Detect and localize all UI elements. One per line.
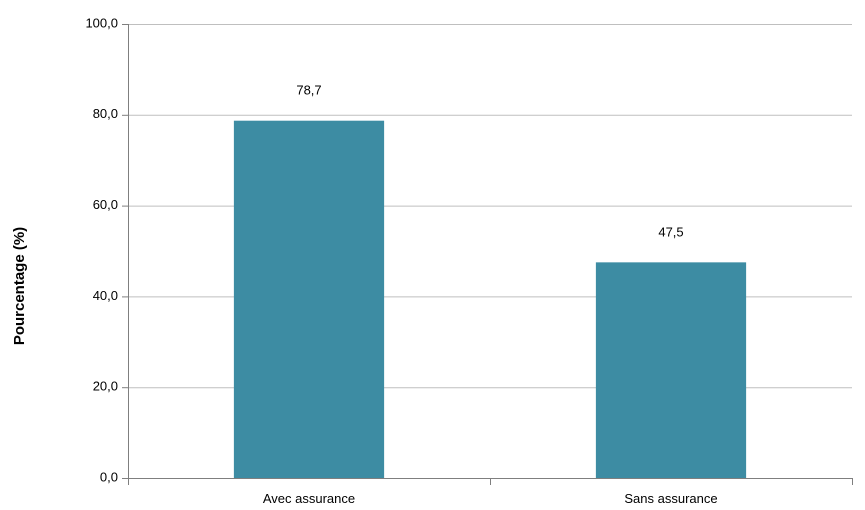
- x-tick-label: Sans assurance: [624, 491, 717, 506]
- y-tick-label: 80,0: [93, 106, 118, 121]
- tick-labels: 0,0 20,0 40,0 60,0 80,0 100,0 Avec assurance Sa…: [85, 15, 853, 506]
- y-tick-label: 20,0: [93, 379, 118, 394]
- y-tick-label: 60,0: [93, 197, 118, 212]
- data-label: 47,5: [658, 224, 683, 239]
- y-tick-label: 100,0: [85, 15, 118, 30]
- bar: [595, 262, 747, 478]
- data-label: 78,7: [296, 83, 321, 98]
- data-labels: 78,7 47,5: [296, 83, 683, 240]
- y-tick-label: 40,0: [93, 288, 118, 303]
- bars: [233, 120, 747, 479]
- bar: [233, 120, 385, 479]
- y-tick-label: 0,0: [100, 469, 118, 484]
- y-axis-title: Pourcentage (%): [11, 227, 28, 345]
- x-tick-label: Avec assurance: [263, 491, 355, 506]
